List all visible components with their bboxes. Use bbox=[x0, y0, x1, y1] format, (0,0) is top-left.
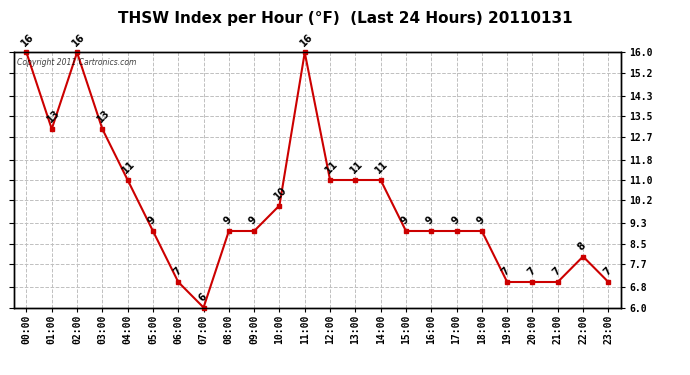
Text: 9: 9 bbox=[475, 215, 486, 227]
Text: 11: 11 bbox=[374, 159, 391, 176]
Text: 7: 7 bbox=[551, 266, 562, 278]
Text: 16: 16 bbox=[19, 32, 36, 48]
Text: 6: 6 bbox=[197, 291, 208, 303]
Text: 7: 7 bbox=[171, 266, 183, 278]
Text: 13: 13 bbox=[45, 108, 61, 125]
Text: 11: 11 bbox=[121, 159, 137, 176]
Text: THSW Index per Hour (°F)  (Last 24 Hours) 20110131: THSW Index per Hour (°F) (Last 24 Hours)… bbox=[118, 11, 572, 26]
Text: 13: 13 bbox=[95, 108, 112, 125]
Text: 9: 9 bbox=[247, 215, 259, 227]
Text: 9: 9 bbox=[424, 215, 436, 227]
Text: 16: 16 bbox=[70, 32, 87, 48]
Text: 11: 11 bbox=[348, 159, 365, 176]
Text: 7: 7 bbox=[526, 266, 538, 278]
Text: 9: 9 bbox=[222, 215, 234, 227]
Text: 9: 9 bbox=[450, 215, 462, 227]
Text: 11: 11 bbox=[323, 159, 339, 176]
Text: 7: 7 bbox=[602, 266, 613, 278]
Text: 10: 10 bbox=[273, 185, 289, 201]
Text: 7: 7 bbox=[500, 266, 512, 278]
Text: 9: 9 bbox=[399, 215, 411, 227]
Text: 9: 9 bbox=[146, 215, 158, 227]
Text: 8: 8 bbox=[576, 240, 588, 252]
Text: Copyright 2011 Cartronics.com: Copyright 2011 Cartronics.com bbox=[17, 58, 136, 67]
Text: 16: 16 bbox=[298, 32, 315, 48]
